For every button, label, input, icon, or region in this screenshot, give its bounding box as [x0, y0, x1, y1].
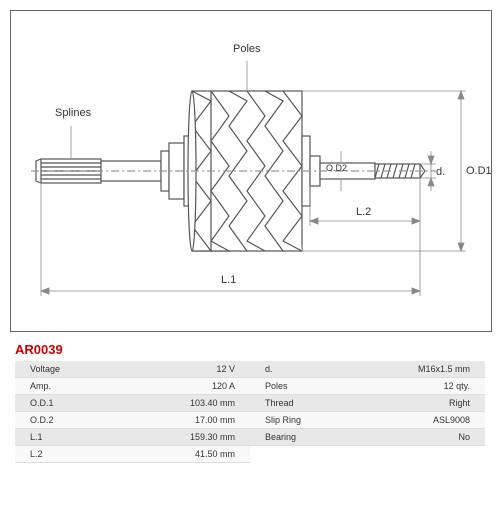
- spec-value: No: [368, 432, 486, 442]
- spec-value: 41.50 mm: [133, 449, 251, 459]
- spec-table: Voltage12 VAmp.120 AO.D.1103.40 mmO.D.21…: [15, 361, 485, 463]
- spec-value: 12 qty.: [368, 381, 486, 391]
- spec-row: Slip RingASL9008: [250, 412, 485, 429]
- rotor-svg: [11, 11, 491, 331]
- spec-row: L.1159.30 mm: [15, 429, 250, 446]
- technical-diagram: Splines Poles O.D1 d. O.D2 L.2 L.1: [10, 10, 492, 332]
- spec-label: L.2: [15, 449, 133, 459]
- spec-value: 103.40 mm: [133, 398, 251, 408]
- spec-row: Voltage12 V: [15, 361, 250, 378]
- l2-label: L.2: [356, 206, 371, 218]
- spec-col-right: d.M16x1.5 mmPoles12 qty.ThreadRightSlip …: [250, 361, 485, 463]
- part-id: AR0039: [15, 342, 500, 357]
- spec-label: O.D.2: [15, 415, 133, 425]
- spec-label: Slip Ring: [250, 415, 368, 425]
- spec-label: Thread: [250, 398, 368, 408]
- l1-label: L.1: [221, 274, 236, 286]
- spec-value: 159.30 mm: [133, 432, 251, 442]
- splines-label: Splines: [55, 107, 91, 119]
- spec-col-left: Voltage12 VAmp.120 AO.D.1103.40 mmO.D.21…: [15, 361, 250, 463]
- spec-value: 17.00 mm: [133, 415, 251, 425]
- spec-label: Bearing: [250, 432, 368, 442]
- d-label: d.: [436, 166, 445, 178]
- spec-row: d.M16x1.5 mm: [250, 361, 485, 378]
- poles-label: Poles: [233, 43, 261, 55]
- spec-label: Poles: [250, 381, 368, 391]
- spec-value: Right: [368, 398, 486, 408]
- spec-row: Amp.120 A: [15, 378, 250, 395]
- spec-value: ASL9008: [368, 415, 486, 425]
- spec-row: ThreadRight: [250, 395, 485, 412]
- spec-row: BearingNo: [250, 429, 485, 446]
- spec-row: L.241.50 mm: [15, 446, 250, 463]
- spec-label: L.1: [15, 432, 133, 442]
- spec-label: Voltage: [15, 364, 133, 374]
- spec-row: O.D.1103.40 mm: [15, 395, 250, 412]
- spec-label: Amp.: [15, 381, 133, 391]
- od1-label: O.D1: [466, 165, 492, 177]
- od2-label: O.D2: [326, 163, 347, 173]
- spec-label: O.D.1: [15, 398, 133, 408]
- spec-row: Poles12 qty.: [250, 378, 485, 395]
- spec-row: O.D.217.00 mm: [15, 412, 250, 429]
- spec-value: 12 V: [133, 364, 251, 374]
- spec-label: d.: [250, 364, 368, 374]
- spec-value: M16x1.5 mm: [368, 364, 486, 374]
- spec-value: 120 A: [133, 381, 251, 391]
